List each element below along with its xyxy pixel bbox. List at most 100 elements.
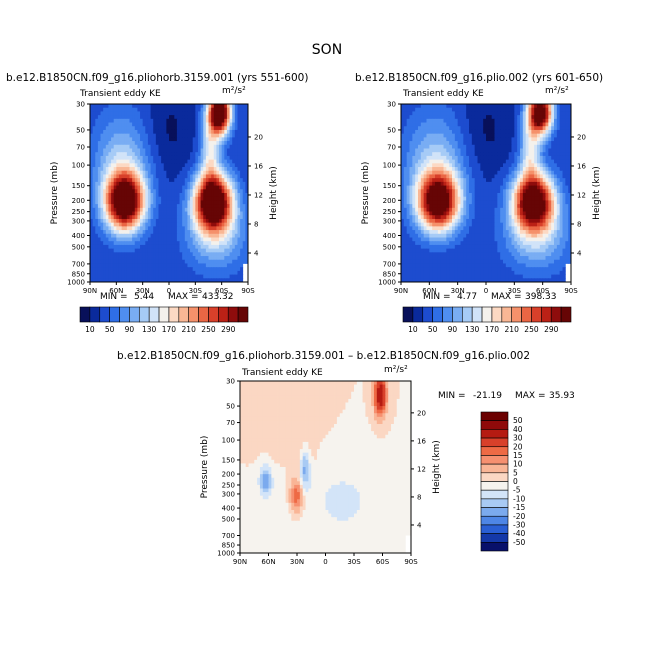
panel1-cell [116, 148, 120, 153]
panel2-cell [568, 107, 572, 112]
panel2-cell [488, 196, 493, 201]
panel1-cell [195, 167, 199, 172]
panel1-cell [234, 148, 238, 153]
panel1-cell [105, 230, 109, 235]
panel1-cell [205, 196, 209, 201]
panel2-cell [508, 200, 512, 205]
panel1-cell [126, 152, 130, 157]
panel1-cell [176, 152, 180, 157]
panel1-cell [216, 118, 220, 123]
panel1-cell [224, 181, 228, 186]
panel1-cell [195, 148, 199, 153]
panel1-cell [245, 104, 249, 109]
panel1-cell [192, 222, 196, 227]
panel2-cell [437, 207, 442, 212]
panel1-cell [171, 196, 175, 201]
panel2-cell [401, 222, 405, 227]
panel2-cell [432, 148, 436, 153]
panel1-cell [245, 137, 249, 142]
panel2-cell [483, 181, 487, 186]
panel1-cell [203, 233, 207, 238]
panel2-cell [480, 196, 484, 201]
panel2-cell [488, 222, 493, 227]
panel1-cell [205, 126, 209, 131]
panel2-cell [429, 204, 433, 209]
panel2-cell [457, 226, 461, 231]
panel1-cell [240, 163, 244, 168]
panel1-cell [90, 170, 94, 175]
panel2-cell [505, 137, 510, 142]
panel1-cell [137, 259, 141, 264]
panel1-cell [192, 230, 196, 235]
panel1-cell [163, 133, 167, 138]
panel1-cell [95, 222, 99, 227]
panel1-cell [232, 193, 236, 198]
panel2-cell [483, 144, 487, 149]
panel1-cell [197, 115, 201, 120]
panel1-cell [92, 233, 96, 238]
panel1-cell [103, 193, 107, 198]
panel1-cell [158, 204, 162, 209]
panel1-cell [92, 207, 96, 212]
panel2-cell [539, 200, 544, 205]
panel1-cell [129, 218, 133, 224]
panel2-cell [457, 207, 461, 212]
panel2-cell [418, 141, 422, 146]
panel1-cell [126, 237, 130, 242]
panel2-cell [508, 152, 512, 157]
panel2-cell [494, 193, 498, 198]
panel1-cell [97, 200, 101, 205]
panel1-cell [142, 185, 146, 190]
panel2-cell [568, 115, 572, 120]
panel1-cell [192, 144, 196, 149]
panel2-cell [551, 126, 555, 131]
panel1-cell [182, 185, 186, 190]
panel2-cell [548, 185, 552, 190]
panel1-cell [103, 244, 107, 250]
panel1-cell [213, 222, 217, 227]
panel1-cell [232, 133, 236, 138]
panel1-cell [126, 215, 130, 220]
panel2-cell [556, 133, 561, 138]
panel2-cell [537, 107, 541, 112]
panel1-cell [176, 104, 180, 109]
panel2-cell [471, 196, 476, 201]
panel2-cell [446, 211, 450, 216]
panel1-cell [226, 189, 230, 194]
panel1-cell [240, 267, 244, 272]
panel2-cell [556, 178, 561, 183]
panel1-cell [163, 189, 167, 194]
panel2-cell [520, 118, 524, 123]
panel1-cell [187, 256, 191, 261]
panel2-cell [474, 118, 478, 123]
panel1-cell [124, 189, 128, 194]
panel2-cell [517, 163, 521, 168]
panel2-cell [466, 122, 470, 127]
panel1-cell [195, 218, 199, 224]
panel1-cell [153, 163, 157, 168]
panel1-cell [208, 118, 212, 123]
panel1-cell [240, 170, 244, 175]
panel2-cell [545, 137, 549, 142]
panel2-cell [514, 174, 518, 179]
panel2-cell [452, 107, 456, 112]
panel1-cell [182, 122, 186, 127]
panel2-cell [401, 218, 405, 224]
panel1-cell [195, 122, 199, 127]
panel1-cell [118, 167, 122, 172]
panel1-cell [153, 148, 157, 153]
panel2-cell [418, 189, 422, 194]
panel1-cell [92, 222, 96, 227]
panel2-cell [517, 133, 521, 138]
panel1-cell [224, 107, 228, 112]
panel1-cell [124, 111, 128, 116]
panel1-cell [103, 174, 107, 179]
panel1-cell [232, 278, 236, 283]
panel1-cell [179, 278, 183, 283]
panel1-cell [129, 259, 133, 264]
panel2-cell [520, 170, 524, 175]
panel2-cell [477, 152, 481, 157]
panel2-cell [554, 137, 558, 142]
panel1-cell [169, 226, 173, 231]
panel2-cell [491, 196, 495, 201]
